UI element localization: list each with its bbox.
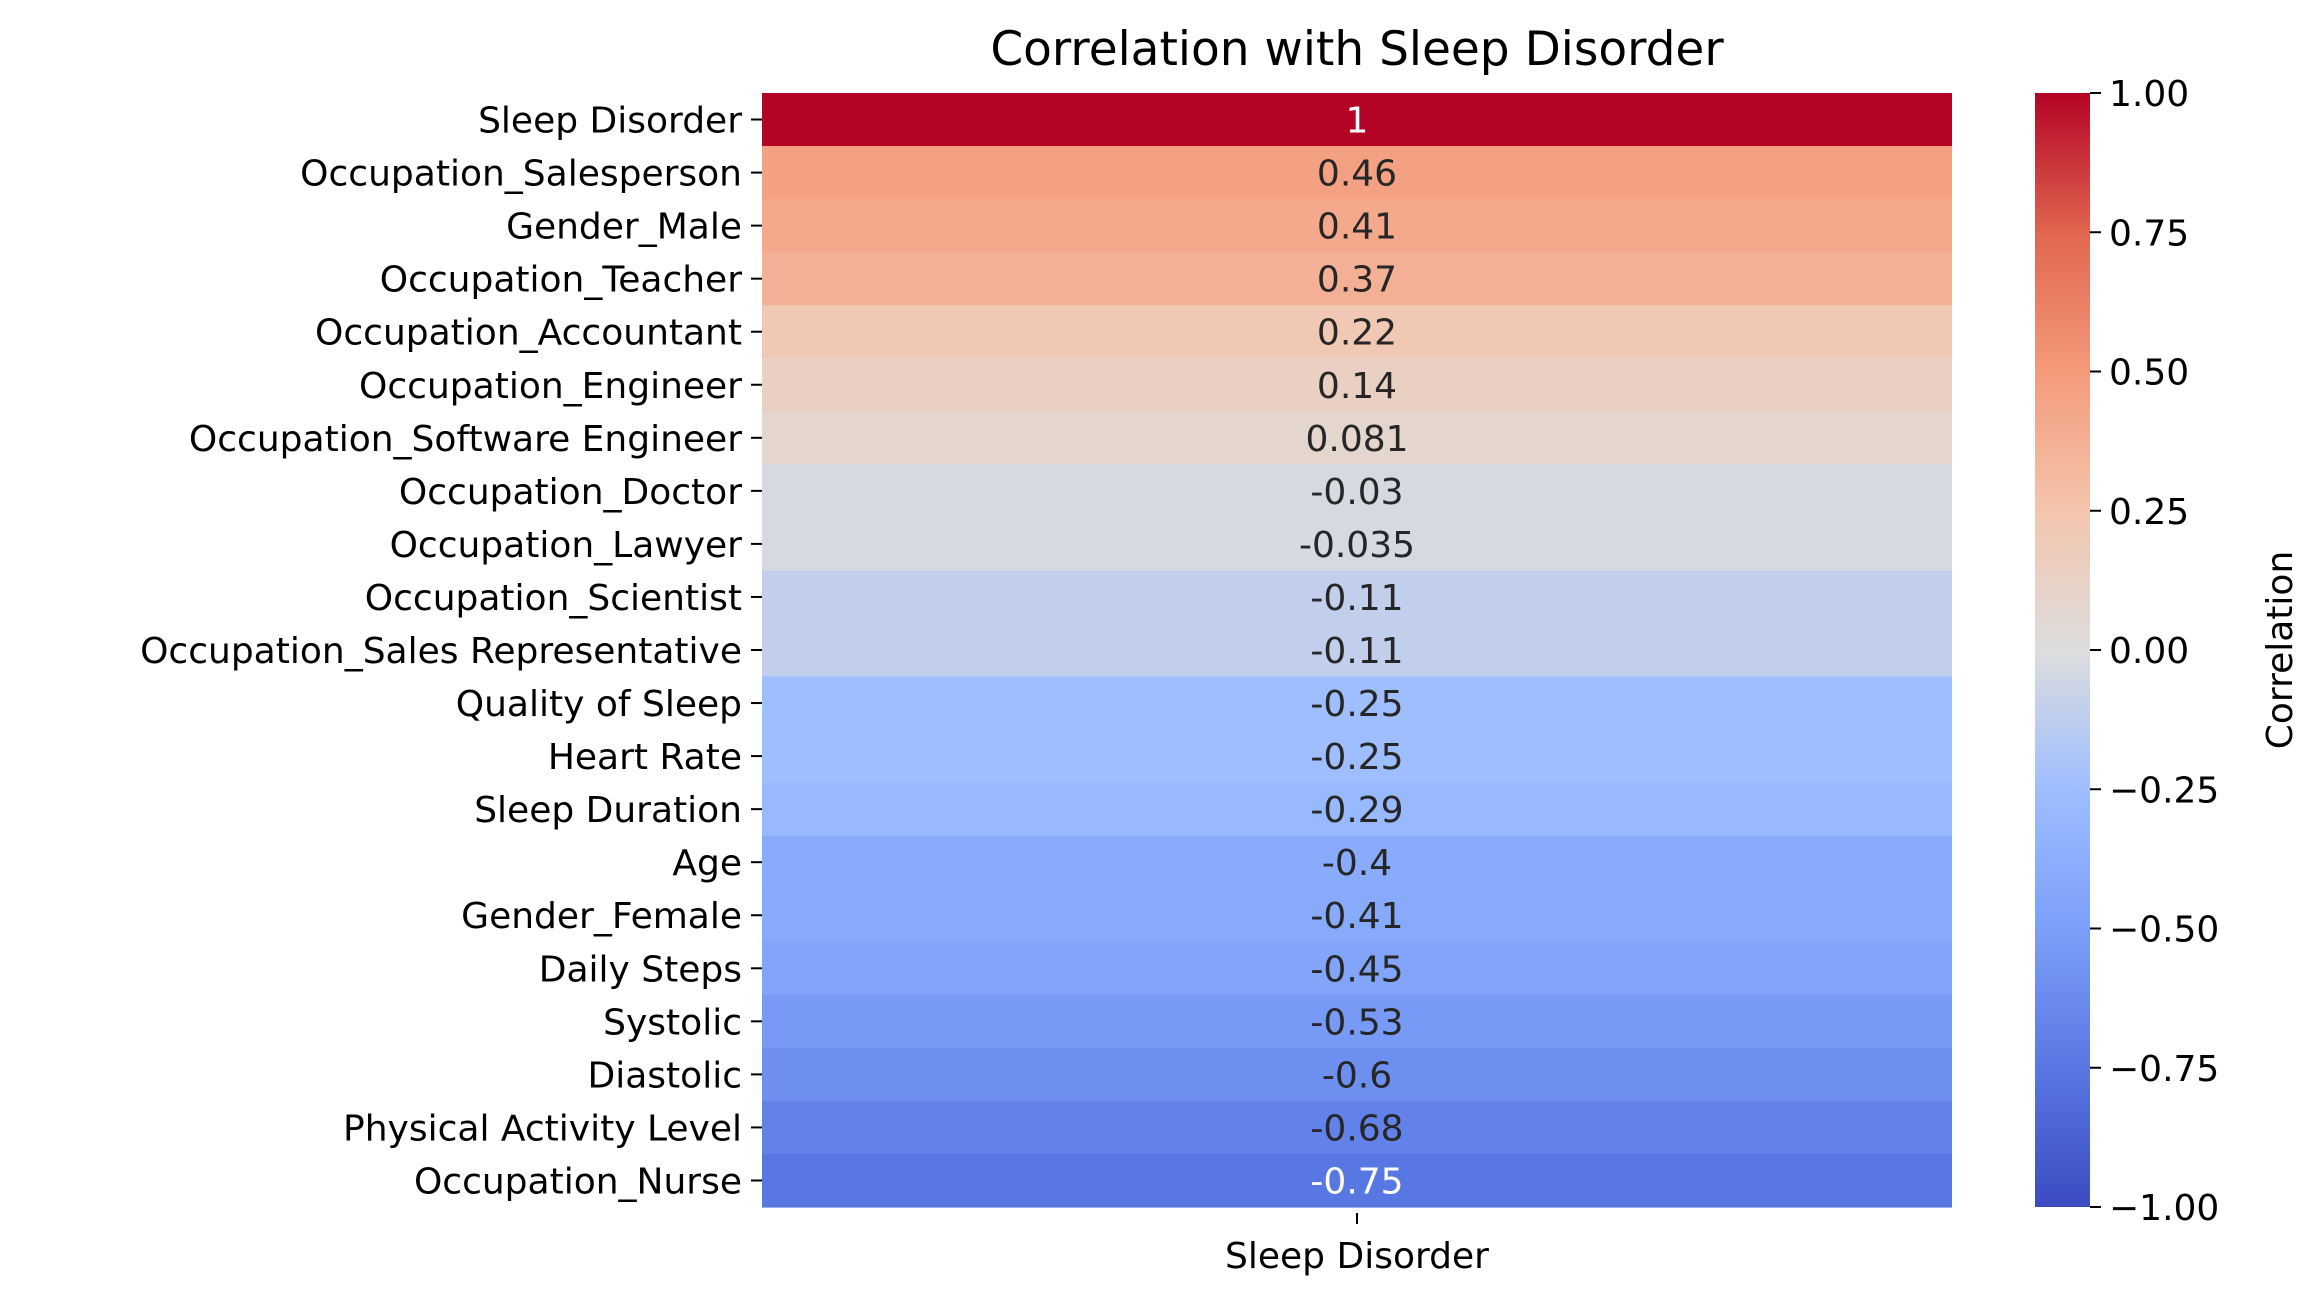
heatmap-cell (762, 1153, 1952, 1208)
heatmap-cell-value: 1 (1346, 101, 1369, 142)
heatmap-cell-value: -0.29 (1310, 790, 1403, 831)
heatmap-cell (762, 146, 1952, 200)
heatmap-cell (762, 782, 1952, 837)
y-tick-label: Physical Activity Level (343, 1108, 742, 1149)
chart-title: Correlation with Sleep Disorder (990, 22, 1724, 77)
y-tick-label: Occupation_Sales Representative (140, 631, 742, 672)
y-tick-label: Gender_Female (461, 896, 742, 937)
y-tick-label: Age (672, 843, 742, 884)
colorbar-tick-label: −0.50 (2109, 910, 2219, 951)
colorbar: 1.00 0.75 0.50 0.25 0.00 −0.25 −0.50 −0.75 −1.00… (2035, 74, 2301, 1229)
heatmap-cell (762, 252, 1952, 306)
x-tick-label: Sleep Disorder (1225, 1236, 1489, 1277)
colorbar-tick-label: 0.75 (2109, 213, 2189, 254)
heatmap-cell (762, 93, 1952, 147)
heatmap-cell (762, 888, 1952, 943)
y-tick-label: Occupation_Teacher (380, 260, 742, 301)
heatmap-cell (762, 623, 1952, 678)
heatmap-cell (762, 941, 1952, 996)
colorbar-tick-label: −0.25 (2109, 770, 2219, 811)
x-axis: Sleep Disorder (1225, 1213, 1489, 1277)
colorbar-tick-label: 1.00 (2109, 74, 2189, 115)
y-tick-label: Occupation_Software Engineer (189, 419, 742, 460)
colorbar-tick-label: 0.00 (2109, 631, 2189, 672)
heatmap-cell (762, 305, 1952, 359)
heatmap-cell-value: -0.4 (1322, 843, 1392, 884)
heatmap-cell-value: -0.035 (1299, 525, 1415, 566)
colorbar-tick-label: −0.75 (2109, 1049, 2219, 1090)
heatmap-cell-value: -0.41 (1310, 896, 1403, 937)
y-tick-label: Gender_Male (506, 207, 742, 248)
y-tick-label: Heart Rate (548, 737, 742, 778)
y-tick-label: Occupation_Nurse (414, 1161, 742, 1202)
y-tick-label: Occupation_Accountant (315, 313, 742, 354)
y-tick-label: Occupation_Salesperson (300, 154, 742, 195)
colorbar-tick-label: −1.00 (2109, 1188, 2219, 1229)
heatmap-cell (762, 1100, 1952, 1155)
heatmap-cell (762, 358, 1952, 412)
colorbar-tick-label: 0.50 (2109, 353, 2189, 394)
heatmap-cell (762, 411, 1952, 465)
heatmap-cell-value: -0.45 (1310, 949, 1403, 990)
heatmap-cell-value: -0.25 (1310, 737, 1403, 778)
y-tick-label: Occupation_Engineer (359, 366, 742, 407)
heatmap-cell (762, 517, 1952, 572)
y-tick-label: Daily Steps (539, 949, 742, 990)
heatmap-cell-value: -0.11 (1310, 631, 1403, 672)
heatmap-cell-value: 0.081 (1305, 419, 1408, 460)
colorbar-label: Correlation (2260, 551, 2301, 750)
heatmap-cell-value: -0.25 (1310, 684, 1403, 725)
y-tick-label: Occupation_Doctor (399, 472, 742, 513)
heatmap-cell-value: -0.11 (1310, 578, 1403, 619)
heatmap-cell-value: 0.37 (1317, 260, 1397, 301)
heatmap-cell (762, 464, 1952, 518)
colorbar-gradient (2035, 93, 2090, 1207)
heatmap-cell (762, 1047, 1952, 1102)
heatmap-cell-value: -0.53 (1310, 1002, 1403, 1043)
heatmap-cell-value: 0.22 (1317, 313, 1397, 354)
y-tick-label: Sleep Duration (474, 790, 742, 831)
y-tick-label: Sleep Disorder (478, 101, 742, 142)
heatmap-cell-value: -0.68 (1310, 1108, 1403, 1149)
y-tick-label: Diastolic (588, 1055, 742, 1096)
colorbar-tick-label: 0.25 (2109, 492, 2189, 533)
heatmap-cell-value: 0.14 (1317, 366, 1397, 407)
heatmap-cell (762, 994, 1952, 1049)
heatmap-cell-value: -0.03 (1310, 472, 1403, 513)
heatmap-rows: 1 Sleep Disorder 0.46 Occupation_Salesperso… (140, 93, 1952, 1208)
heatmap-cell (762, 676, 1952, 731)
heatmap-cell-value: -0.75 (1310, 1161, 1403, 1202)
y-tick-label: Occupation_Scientist (365, 578, 742, 619)
y-tick-label: Systolic (603, 1002, 742, 1043)
heatmap-cell-value: 0.41 (1317, 207, 1397, 248)
heatmap-cell-value: -0.6 (1322, 1055, 1392, 1096)
heatmap-cell (762, 835, 1952, 890)
heatmap-cell (762, 729, 1952, 784)
heatmap-cell (762, 199, 1952, 253)
y-tick-label: Occupation_Lawyer (390, 525, 743, 566)
heatmap-cell (762, 570, 1952, 625)
y-tick-label: Quality of Sleep (456, 684, 742, 725)
heatmap-cell-value: 0.46 (1317, 154, 1397, 195)
